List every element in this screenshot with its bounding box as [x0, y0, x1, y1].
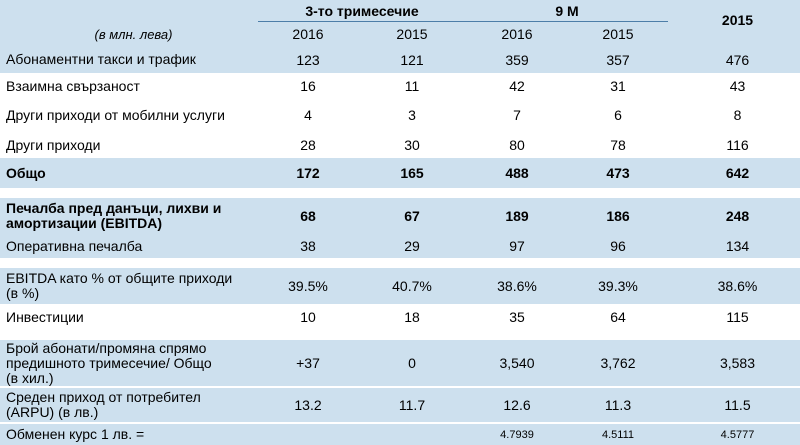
cell-value: 134: [725, 238, 750, 254]
cell-value: 8: [733, 107, 742, 123]
cell-value: 165: [400, 165, 424, 181]
cell-value: 38.6%: [717, 278, 758, 294]
cell-value: 121: [400, 51, 424, 68]
header-group-q3: 3-то тримесечие: [305, 3, 419, 19]
cell-value: 172: [296, 165, 320, 181]
cell-value: 4: [304, 107, 312, 123]
table-row: Оперативна печалба 38 29 97 96 134: [0, 234, 800, 258]
cell-value: 11.7: [398, 397, 426, 413]
cell-value: 13.2: [294, 397, 322, 413]
cell-value: 3,583: [719, 355, 756, 371]
cell-value: 3,762: [600, 355, 636, 371]
cell-value: 43: [729, 78, 746, 94]
cell-value: 3: [408, 107, 416, 123]
header-year: 2015: [396, 26, 428, 42]
cell-value: 68: [300, 208, 316, 224]
cell-value: [258, 424, 358, 445]
row-label: Други приходи: [6, 136, 101, 153]
cell-value: 67: [404, 208, 420, 224]
cell-value: 10: [300, 309, 316, 325]
cell-value: 642: [725, 165, 750, 181]
table-row-ebitda: Печалба пред данъци, лихви и амортизации…: [0, 198, 800, 234]
cell-value: 11.5: [724, 397, 751, 413]
row-label: Обменен курс 1 лв. =: [6, 426, 145, 442]
row-label: Взаимна свързаност: [6, 77, 140, 94]
cell-value: 357: [606, 51, 630, 68]
cell-value: 476: [725, 51, 750, 68]
cell-value: 97: [509, 238, 525, 254]
table-row: Взаимна свързаност 16 11 42 31 43: [0, 74, 800, 98]
row-label: Инвестиции: [6, 308, 84, 325]
header-year: 2016: [292, 26, 324, 42]
cell-value: 42: [509, 78, 525, 94]
table-row: Други приходи от мобилни услуги 4 3 7 6 …: [0, 98, 800, 132]
row-label: Среден приход от потребител (ARPU) (в лв…: [6, 389, 201, 420]
table-row: EBITDA като % от общите приходи (в %) 39…: [0, 268, 800, 304]
cell-value: 11: [404, 78, 420, 94]
cell-value: 11.3: [604, 397, 632, 413]
cell-value: 473: [606, 165, 630, 181]
header-row-groups: 3-то тримесечие 9 М: [0, 0, 800, 22]
cell-value: 28: [300, 137, 316, 153]
row-label: Оперативна печалба: [6, 237, 143, 254]
cell-value: 123: [296, 51, 320, 68]
header-year: 2016: [501, 26, 533, 42]
cell-value: 7: [513, 107, 521, 123]
cell-value: 29: [404, 238, 420, 254]
cell-value: 4.7939: [500, 428, 534, 441]
table-row: Абонаментни такси и трафик 123 121 359 3…: [0, 46, 800, 74]
row-label: Брой абонати/промяна спрямо предишното т…: [6, 339, 212, 386]
table-row: Инвестиции 10 18 35 64 115: [0, 304, 800, 330]
table-row: Среден приход от потребител (ARPU) (в лв…: [0, 388, 800, 422]
row-label: Общо: [6, 164, 46, 181]
row-label: Други приходи от мобилни услуги: [6, 106, 225, 123]
cell-value: +37: [296, 355, 320, 371]
cell-value: 18: [404, 309, 420, 325]
header-group-9m: 9 М: [555, 3, 579, 19]
cell-value: 78: [610, 137, 626, 153]
cell-value: 4.5111: [601, 428, 634, 441]
table-row-total: Общо 172 165 488 473 642: [0, 158, 800, 188]
cell-value: 12.6: [503, 397, 531, 413]
cell-value: 115: [726, 309, 749, 325]
cell-value: 64: [610, 309, 626, 325]
cell-value: 30: [404, 137, 420, 153]
cell-value: 96: [610, 238, 626, 254]
header-group-q3-underline: [258, 21, 466, 22]
cell-value: [358, 424, 466, 445]
cell-value: 6: [614, 107, 622, 123]
cell-value: 189: [505, 208, 529, 224]
cell-value: 80: [509, 137, 525, 153]
table-row: Други приходи 28 30 80 78 116: [0, 132, 800, 158]
cell-value: 116: [726, 137, 749, 153]
header-year: 2015: [602, 26, 634, 42]
unit-label: (в млн. лева): [94, 26, 173, 42]
cell-value: 39.3%: [598, 278, 638, 294]
header-year-full: 2015: [721, 12, 754, 28]
row-label: Абонаментни такси и трафик: [6, 51, 196, 67]
table-row: Обменен курс 1 лв. = 4.7939 4.5111 4.577…: [0, 424, 800, 445]
row-label: Печалба пред данъци, лихви и амортизации…: [6, 200, 222, 231]
cell-value: 40.7%: [392, 278, 432, 294]
cell-value: 38.6%: [497, 278, 537, 294]
cell-value: 248: [725, 208, 750, 224]
header-row-years: (в млн. лева) 2016 2015 2016 2015: [0, 22, 800, 46]
cell-value: 3,540: [499, 355, 535, 371]
row-label: EBITDA като % от общите приходи (в %): [6, 270, 233, 301]
cell-value: 186: [606, 208, 630, 224]
cell-value: 38: [300, 238, 316, 254]
cell-value: 39.5%: [288, 278, 328, 294]
cell-value: 0: [408, 355, 416, 371]
table-row: Брой абонати/промяна спрямо предишното т…: [0, 340, 800, 386]
cell-value: 359: [505, 51, 529, 68]
cell-value: 488: [505, 165, 529, 181]
cell-value: 4.5777: [720, 428, 755, 441]
cell-value: 16: [300, 78, 316, 94]
cell-value: 31: [610, 78, 626, 94]
header-group-9m-underline: [466, 21, 668, 22]
cell-value: 35: [509, 309, 525, 325]
